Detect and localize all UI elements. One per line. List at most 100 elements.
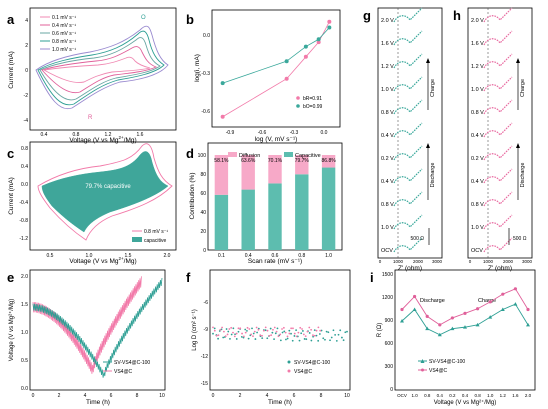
eis-label-h: 1.2 V [471,64,484,70]
data-point-sv-vs4c [273,338,275,340]
cv-curve-0.8 [37,30,165,106]
xtick-i: 1.6 [512,393,519,398]
panel-letter-e: e [7,270,14,285]
bar-diffusion [295,155,309,175]
data-point-sv-vs4c [252,332,255,335]
data-point-sv-vs4c [288,329,291,332]
eis-arc [483,53,513,69]
data-point [316,37,321,42]
data-point-sv-vs4c [341,336,343,339]
xticks-h: 0 1000 2000 3000 [469,259,533,264]
ylabel-d: Contribution (%) [189,173,196,220]
ytick-i: 900 [385,318,394,324]
data-point-sv-vs4c [235,338,238,340]
data-point-sv-vs4c [247,337,250,340]
legend-label-a: 0.6 mV s⁻¹ [52,31,76,37]
data-point-sv-vs4c [315,334,318,337]
legend-label-b: bR=0.91 [303,96,322,102]
data-point-sv-vs4c [330,336,333,339]
data-point-circle [438,323,442,327]
data-point-vs4c [290,327,293,330]
data-point-sv-vs4c [317,339,320,342]
panel-f: f Log D (cm² s⁻¹) Time (h) -6 -9 -12 -15… [186,269,351,406]
data-point-sv-vs4c [322,337,325,340]
xtick-e: 6 [110,393,113,399]
bar-diffusion [214,155,229,195]
xtick-h: 2000 [503,259,514,264]
data-point [327,25,332,30]
data-point-sv-vs4c [318,333,321,335]
discharge-arrow-h: Discharge [516,143,526,200]
data-point-sv-vs4c [256,331,259,334]
data-point-vs4c [219,328,222,331]
eis-label-g: 1.0 V [381,87,394,93]
capacitive-annotation: 79.7% capacitive [85,184,131,190]
xtick-i: 0.4 [437,393,444,398]
xtick-f: 10 [344,393,350,399]
xtick-c: 0.5 [47,253,54,259]
data-point-sv-vs4c [325,330,328,333]
data-point-sv-vs4c [290,332,292,335]
data-point-vs4c [244,331,247,334]
xtick-f: 8 [320,393,323,399]
data-point-vs4c [268,334,271,337]
cv-curve-0.1 [42,56,151,83]
data-point-circle [513,287,518,291]
charge-arrow-g: Charge [426,58,436,110]
yticks-f: -6 -9 -12 -15 [201,300,208,387]
ytick-c: 0.0 [21,182,28,188]
eis-label-g: 1.2 V [381,64,394,70]
data-point-triangle [463,325,467,329]
xtick-i: 0.8 [424,393,431,398]
bar-data-label: 86.8% [322,158,337,164]
xticks-a: 0.4 0.8 1.2 1.6 [41,132,144,138]
data-point-sv-vs4c [286,337,289,340]
panel-c: c Current (mA) Voltage (V vs Mg2+/Mg) 0.… [7,141,177,265]
ytick-f: -15 [201,381,208,387]
xtick-i: 1.0 [487,393,494,398]
yticks-i: 1500 1200 900 600 300 0 [382,272,393,393]
xtick-f: 4 [266,393,269,399]
eis-label-h: 1.0 V [471,87,484,93]
xtick-e: 0 [32,393,35,399]
xlabel-h: Z' (ohm) [488,265,512,272]
data-point-triangle [500,307,505,311]
data-point-circle [463,311,467,315]
eis-arc [393,214,423,230]
eis-arc [483,191,513,207]
data-point-triangle [488,315,493,319]
data-point [284,76,289,81]
legend-marker-b [296,96,300,100]
xtick-f: 0 [212,393,215,399]
ylabel-f: Log D (cm² s⁻¹) [192,309,198,351]
data-point-sv-vs4c [291,339,294,342]
ytick-a: 0 [25,68,28,74]
eis-label-g: 0.4 V [381,179,394,185]
xtick-f: 2 [239,393,242,399]
data-point-vs4c [319,329,322,332]
data-point-sv-vs4c [222,336,225,339]
data-point-sv-vs4c [324,338,326,341]
bar-data-label: 70.1% [268,158,283,164]
bar-capacitive [268,183,282,250]
data-point-vs4c [292,327,294,330]
xtick-e: 4 [84,393,87,399]
data-point-vs4c [230,326,233,329]
data-point-sv-vs4c [312,335,314,338]
eis-label-g: 0.2 V [381,156,394,162]
data-point-sv-vs4c [283,330,286,333]
arrow-up-icon [426,143,430,148]
xtick-h: 0 [469,259,472,264]
eis-arc [393,53,423,69]
data-point-sv-vs4c [308,332,311,334]
xtick-i: 1.2 [500,393,507,398]
legend-label-i: VS4@C [429,368,448,374]
data-point-sv-vs4c [281,331,284,334]
eis-label-g: 0.4 V [381,133,394,139]
data-point-sv-vs4c [293,335,296,337]
data-point-sv-vs4c [327,331,330,334]
xtick-b: -0.3 [290,130,299,136]
data-point-sv-vs4c [337,333,340,336]
eis-arc [393,7,423,23]
data-point-vs4c [217,334,220,337]
